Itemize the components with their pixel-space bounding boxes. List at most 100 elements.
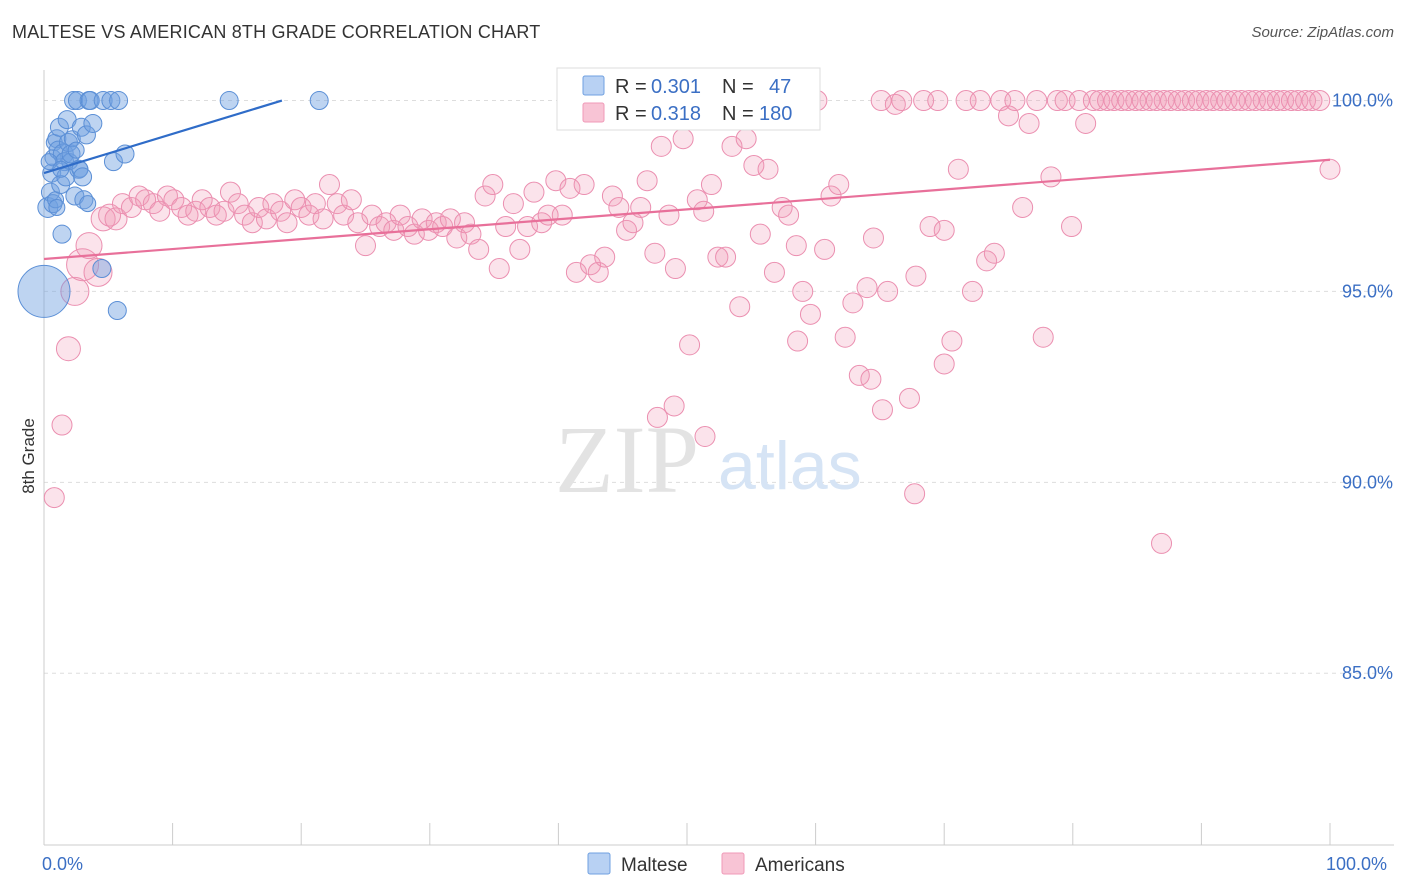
americans-point	[608, 196, 630, 218]
maltese-point	[309, 91, 329, 111]
americans-point	[898, 387, 920, 409]
americans-point	[778, 204, 800, 226]
x-tick-label-max: 100.0%	[1326, 854, 1387, 874]
americans-point	[75, 232, 103, 260]
americans-point	[389, 204, 411, 226]
americans-point	[474, 185, 496, 207]
americans-point	[213, 200, 235, 222]
americans-point	[927, 90, 949, 112]
americans-point	[290, 196, 312, 218]
x-tick-label-min: 0.0%	[42, 854, 83, 874]
americans-point	[1040, 166, 1062, 188]
maltese-legend-swatch	[582, 75, 605, 96]
americans-point	[834, 326, 856, 348]
americans-point	[961, 280, 983, 302]
americans-point	[318, 174, 340, 196]
americans-point	[877, 280, 899, 302]
americans-point	[304, 193, 326, 215]
americans-point	[55, 336, 81, 362]
americans-point	[969, 90, 991, 112]
americans-point	[693, 200, 715, 222]
americans-point	[559, 177, 581, 199]
americans-point	[60, 276, 90, 306]
americans-point	[743, 154, 765, 176]
americans-point	[871, 399, 893, 421]
maltese-point	[107, 301, 127, 321]
maltese-point	[219, 91, 239, 111]
americans-point	[1004, 90, 1026, 112]
americans-n-value: 180	[759, 103, 792, 125]
americans-point	[482, 174, 504, 196]
maltese-point	[76, 125, 96, 145]
americans-point	[43, 487, 65, 509]
americans-point	[707, 246, 729, 268]
americans-point	[248, 196, 270, 218]
y-tick-label: 95.0%	[1342, 281, 1393, 301]
americans-point	[787, 330, 809, 352]
americans-r-value: 0.318	[651, 103, 701, 125]
maltese-n-value: 47	[769, 76, 791, 98]
americans-point	[694, 426, 716, 448]
americans-point	[757, 158, 779, 180]
americans-legend-swatch	[582, 102, 605, 123]
watermark-atlas: atlas	[718, 428, 862, 504]
americans-point	[729, 296, 751, 318]
americans-point	[904, 483, 926, 505]
americans-point	[185, 200, 207, 222]
americans-point	[1012, 196, 1034, 218]
americans-point	[1151, 532, 1173, 554]
americans-point	[333, 204, 355, 226]
americans-point	[663, 395, 685, 417]
americans-point	[83, 257, 113, 287]
americans-point	[891, 90, 913, 112]
y-tick-label: 85.0%	[1342, 663, 1393, 683]
maltese-points	[17, 91, 329, 321]
americans-point	[326, 193, 348, 215]
americans-series-swatch	[721, 852, 745, 875]
americans-point	[262, 193, 284, 215]
americans-point	[686, 189, 708, 211]
americans-point	[814, 238, 836, 260]
americans-point	[856, 277, 878, 299]
americans-point	[1075, 112, 1097, 134]
americans-point	[715, 246, 737, 268]
y-tick-labels: 100.0% 95.0% 90.0% 85.0%	[1332, 91, 1393, 684]
americans-point	[672, 128, 694, 150]
americans-point	[234, 204, 256, 226]
y-tick-label: 90.0%	[1342, 472, 1393, 492]
maltese-series-label: Maltese	[621, 855, 688, 876]
americans-point	[848, 364, 870, 386]
maltese-point	[92, 259, 112, 279]
americans-point	[51, 414, 73, 436]
americans-point	[573, 174, 595, 196]
americans-series-label: Americans	[755, 855, 845, 876]
americans-point	[312, 208, 334, 230]
americans-point	[976, 250, 998, 272]
americans-point	[1032, 326, 1054, 348]
americans-point	[128, 185, 150, 207]
americans-point	[919, 216, 941, 238]
americans-point	[369, 216, 391, 238]
americans-point	[601, 185, 623, 207]
americans-point	[749, 223, 771, 245]
americans-point	[785, 235, 807, 257]
americans-point	[270, 200, 292, 222]
americans-point	[276, 212, 298, 234]
americans-point	[227, 193, 249, 215]
maltese-point	[83, 113, 103, 133]
americans-point	[947, 158, 969, 180]
maltese-point	[49, 117, 69, 137]
trend-lines	[43, 99, 1331, 261]
americans-point	[941, 330, 963, 352]
stats-legend: R = 0.301 N = 47 R = 0.318 N = 180	[556, 67, 821, 131]
americans-point	[90, 206, 116, 232]
americans-point	[495, 216, 517, 238]
americans-point	[862, 227, 884, 249]
americans-point	[355, 235, 376, 257]
source-label: Source: ZipAtlas.com	[1251, 24, 1394, 41]
maltese-point	[73, 167, 93, 187]
americans-point	[120, 196, 142, 218]
americans-point	[565, 261, 587, 283]
americans-point	[842, 292, 864, 314]
